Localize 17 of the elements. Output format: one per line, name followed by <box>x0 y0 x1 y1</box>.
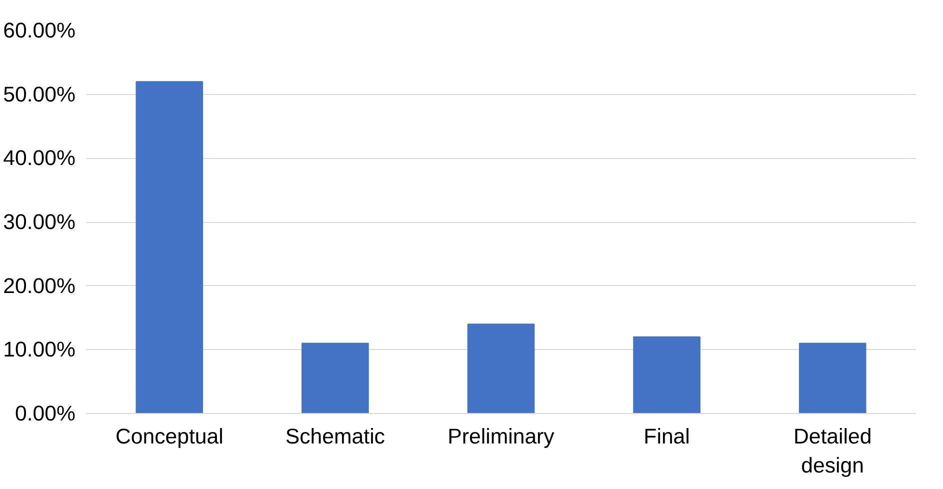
bar <box>302 342 369 414</box>
y-tick-label: 20.00% <box>3 274 76 298</box>
y-tick-label: 30.00% <box>3 210 76 234</box>
bar <box>798 342 866 414</box>
y-tick-label: 50.00% <box>3 82 76 106</box>
x-tick-label: Preliminary <box>448 424 555 448</box>
bar <box>633 336 700 414</box>
y-tick-label: 10.00% <box>3 338 76 362</box>
x-tick-label: Detailed design <box>793 424 872 478</box>
x-tick-label: Conceptual <box>115 424 224 448</box>
x-tick-label: Final <box>644 424 690 448</box>
y-tick-label: 40.00% <box>3 146 76 170</box>
x-tick-label: Schematic <box>285 424 386 448</box>
y-tick-label: 60.00% <box>3 18 76 42</box>
bar <box>136 81 204 414</box>
bar <box>467 324 535 414</box>
y-tick-label: 0.00% <box>15 402 76 426</box>
